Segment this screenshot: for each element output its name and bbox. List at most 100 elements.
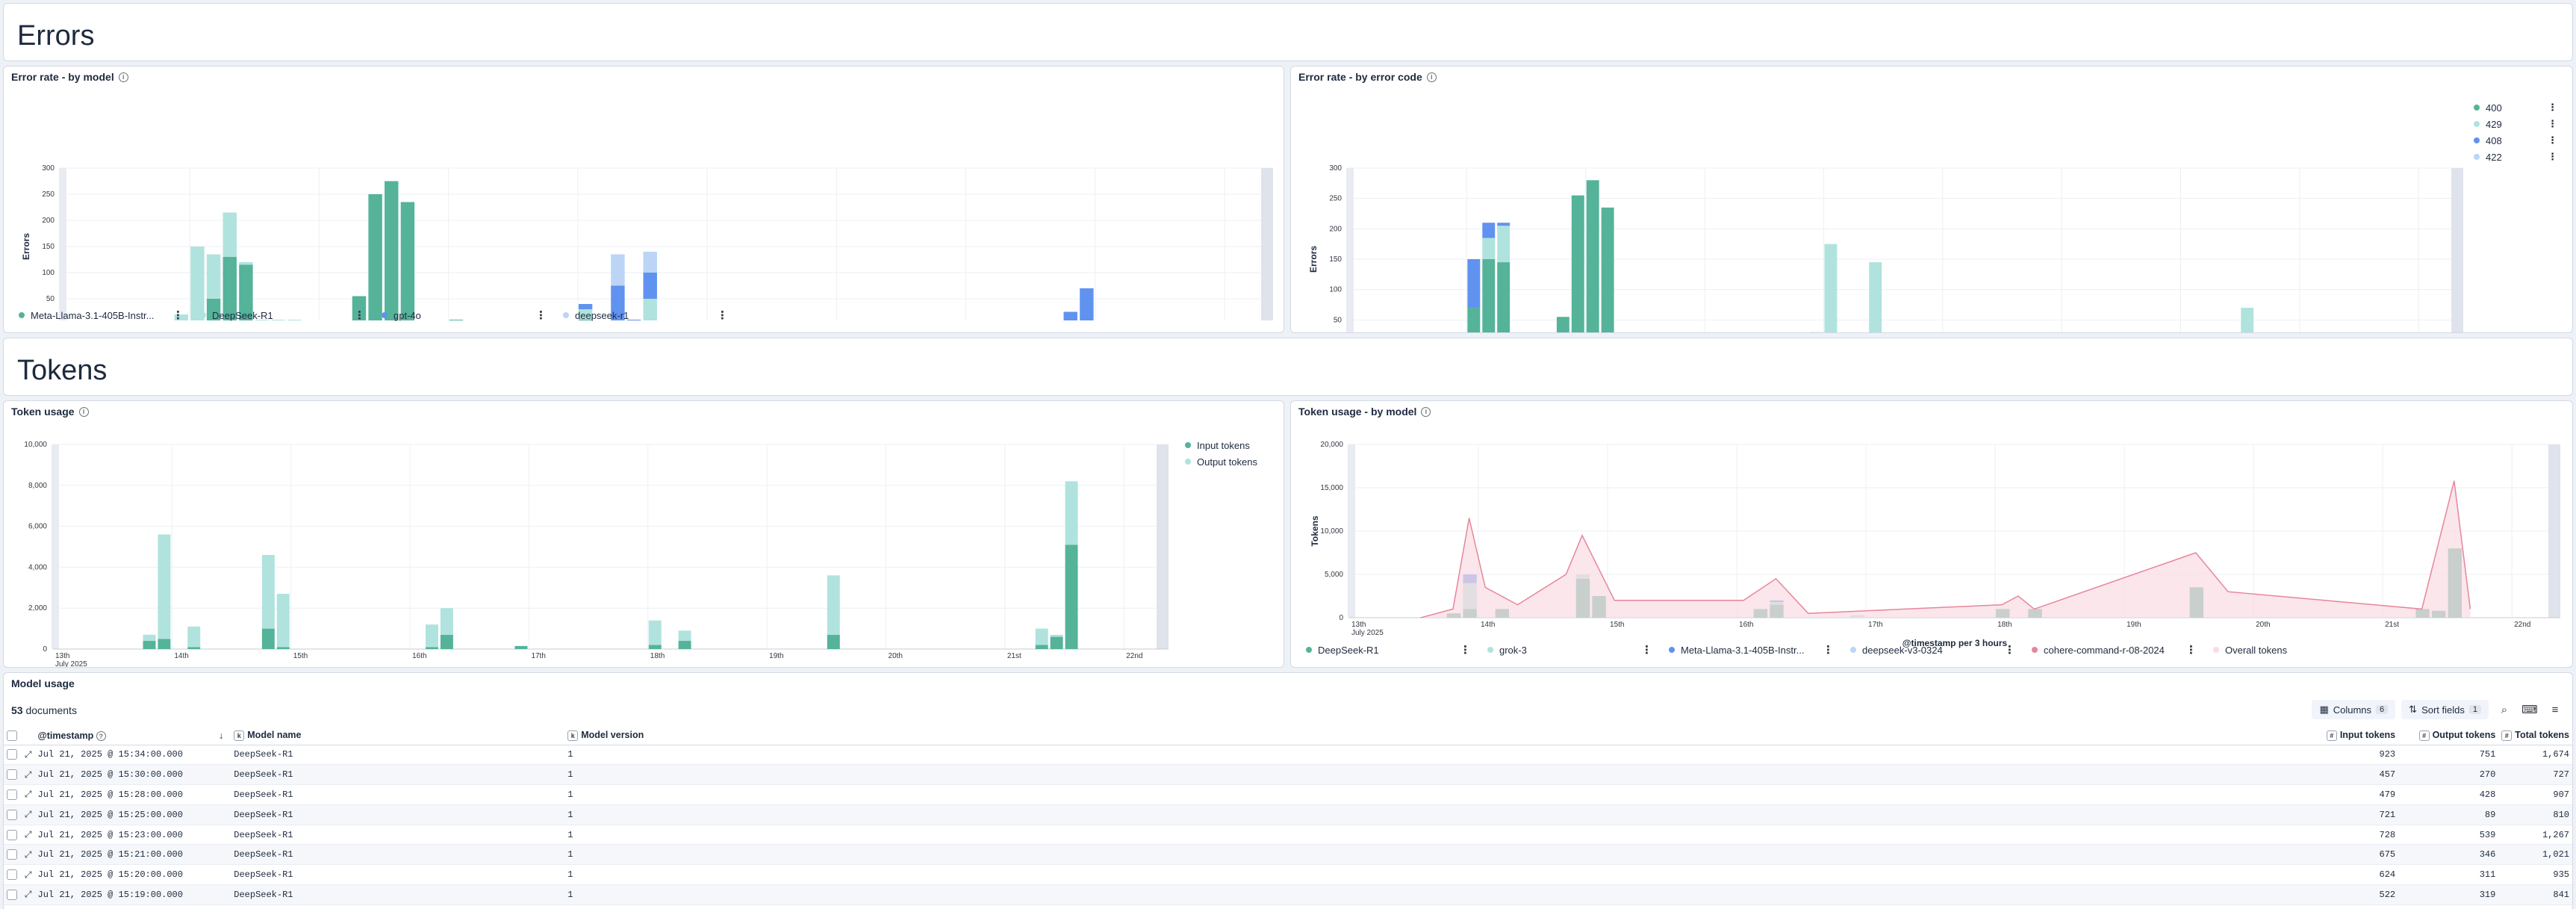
legend-item[interactable]: DeepSeek-R1 ⋮ <box>200 308 382 322</box>
sort-down-icon[interactable]: ↓ <box>219 730 224 741</box>
y-tick-label: 200 <box>1329 225 1342 233</box>
legend-item[interactable]: Input tokens <box>1185 437 1282 453</box>
model-name-cell: DeepSeek-R1 <box>231 864 565 886</box>
token-usage-chart[interactable]: 0 2,000 4,000 6,000 8,000 10,000 13th 14th 15th 1… <box>4 424 1284 668</box>
legend-item[interactable]: deepseek-r1 ⋮ <box>563 308 744 322</box>
expand-row-icon[interactable]: ⤢ <box>24 789 32 800</box>
keyboard-icon[interactable]: ⌨ <box>2521 704 2538 716</box>
kebab-menu-icon[interactable]: ⋮ <box>717 309 728 322</box>
display-settings-icon[interactable]: ≡ <box>2551 703 2559 716</box>
info-icon[interactable]: ? <box>96 731 106 741</box>
token-by-model-chart[interactable]: 0 5,000 10,000 15,000 20,000 13th 14th 15th 16th… <box>1291 424 2573 655</box>
bar-deepseek-r1 <box>190 246 205 320</box>
row-checkbox[interactable] <box>7 809 17 820</box>
info-icon[interactable]: i <box>1426 72 1437 82</box>
kebab-menu-icon[interactable]: ⋮ <box>2548 151 2557 162</box>
sort-fields-button[interactable]: ⇅ Sort fields 1 <box>2401 700 2489 719</box>
legend-item[interactable]: Meta-Llama-3.1-405B-Instr... ⋮ <box>1669 643 1850 657</box>
legend-item[interactable]: Overall tokens <box>2213 643 2395 657</box>
model-version-cell: 1 <box>564 844 1460 866</box>
expand-row-icon[interactable]: ⤢ <box>24 869 32 880</box>
header-model-name[interactable]: k Model name <box>231 727 565 745</box>
table-row[interactable]: ⤢ Jul 21, 2025 @ 15:28:00.000 DeepSeek-R1 1… <box>4 784 2572 805</box>
expand-row-icon[interactable]: ⤢ <box>24 829 32 840</box>
columns-button[interactable]: ▦ Columns 6 <box>2312 700 2396 719</box>
legend-item[interactable]: 429 ⋮ <box>2474 116 2557 132</box>
legend-item[interactable]: deepseek-v3-0324 ⋮ <box>1850 643 2032 657</box>
legend-item[interactable]: Output tokens <box>1185 453 1282 470</box>
table-row[interactable]: ⤢ Jul 21, 2025 @ 15:30:00.000 DeepSeek-R1 1… <box>4 764 2572 786</box>
timestamp-cell: Jul 21, 2025 @ 15:25:00.000 <box>34 804 231 825</box>
error-by-model-chart[interactable]: 05010015020025030013th14th15th16th17th18… <box>4 89 1284 320</box>
total-tokens-cell: 727 <box>2498 764 2572 786</box>
error-by-code-chart[interactable]: 05010015020025030013th14th15th16th17th18… <box>1291 89 2573 333</box>
table-row[interactable]: ⤢ Jul 21, 2025 @ 15:21:00.000 DeepSeek-R1 1… <box>4 844 2572 866</box>
legend-item[interactable]: cohere-command-r-08-2024 ⋮ <box>2032 643 2213 657</box>
header-model-version[interactable]: k Model version <box>564 727 1460 745</box>
row-checkbox[interactable] <box>7 749 17 760</box>
legend-item[interactable]: grok-3 ⋮ <box>1487 643 1669 657</box>
row-checkbox[interactable] <box>7 829 17 840</box>
bar-400 <box>1601 207 1614 332</box>
model-usage-panel: Model usage 53 documents ▦ Columns 6 ⇅ S… <box>3 672 2573 909</box>
kebab-menu-icon[interactable]: ⋮ <box>1460 644 1471 657</box>
expand-row-icon[interactable]: ⤢ <box>24 848 32 860</box>
kebab-menu-icon[interactable]: ⋮ <box>1823 644 1834 657</box>
expand-row-icon[interactable]: ⤢ <box>24 809 32 820</box>
kebab-menu-icon[interactable]: ⋮ <box>2548 118 2557 129</box>
row-checkbox[interactable] <box>7 869 17 881</box>
kebab-menu-icon[interactable]: ⋮ <box>2004 644 2015 657</box>
header-input-tokens[interactable]: # Input tokens <box>1460 727 2399 745</box>
legend-item[interactable]: Meta-Llama-3.1-405B-Instr... ⋮ <box>19 308 200 322</box>
x-tick-label: 15th <box>1610 621 1624 629</box>
header-total-tokens[interactable]: # Total tokens <box>2498 727 2572 745</box>
table-row[interactable]: ⤢ Jul 21, 2025 @ 15:25:00.000 DeepSeek-R1 1… <box>4 804 2572 825</box>
kebab-menu-icon[interactable]: ⋮ <box>354 309 365 322</box>
table-row[interactable]: ⤢ Jul 21, 2025 @ 15:34:00.000 DeepSeek-R1 1… <box>4 745 2572 766</box>
y-tick-label: 5,000 <box>1325 571 1343 579</box>
x-tick-label: 20th <box>2256 621 2270 629</box>
model-name-cell: DeepSeek-R1 <box>231 784 565 805</box>
legend-item[interactable]: DeepSeek-R1 ⋮ <box>1306 643 1487 657</box>
model-version-cell: 1 <box>564 745 1460 766</box>
expand-row-icon[interactable]: ⤢ <box>24 748 32 760</box>
bar-meta-llama-3-1-405b-instr--- <box>368 194 382 320</box>
kebab-menu-icon[interactable]: ⋮ <box>1641 644 1652 657</box>
expand-row-icon[interactable]: ⤢ <box>24 889 32 900</box>
info-icon[interactable]: i <box>118 72 128 82</box>
legend-item[interactable]: gpt-4o ⋮ <box>382 308 563 322</box>
expand-row-icon[interactable]: ⤢ <box>24 769 32 780</box>
row-checkbox[interactable] <box>7 849 17 860</box>
header-output-tokens[interactable]: # Output tokens <box>2398 727 2499 745</box>
info-icon[interactable]: i <box>78 406 89 417</box>
overall-tokens-line <box>1420 480 2471 618</box>
legend-item[interactable]: 422 ⋮ <box>2474 149 2557 165</box>
error-by-model-title: Error rate - by model <box>11 71 114 83</box>
total-tokens-cell: 1,021 <box>2498 844 2572 866</box>
row-checkbox[interactable] <box>7 889 17 900</box>
kebab-menu-icon[interactable]: ⋮ <box>2185 644 2197 657</box>
table-row[interactable]: ⤢ Jul 21, 2025 @ 15:23:00.000 DeepSeek-R1 1… <box>4 825 2572 846</box>
table-row[interactable]: ⤢ Jul 21, 2025 @ 15:19:00.000 DeepSeek-R1 1… <box>4 884 2572 905</box>
kebab-menu-icon[interactable]: ⋮ <box>535 309 547 322</box>
kebab-menu-icon[interactable]: ⋮ <box>2548 134 2557 146</box>
row-checkbox[interactable] <box>7 789 17 800</box>
search-icon[interactable]: ⌕ <box>2501 703 2508 716</box>
model-name-cell: DeepSeek-R1 <box>231 745 565 766</box>
panel-title: Token usage - by model i <box>1298 406 1431 418</box>
bar-input-tokens <box>678 641 691 649</box>
kebab-menu-icon[interactable]: ⋮ <box>172 309 184 322</box>
bar-meta-llama-3-1-405b-instr--- <box>223 257 237 320</box>
select-all-checkbox[interactable] <box>7 730 17 742</box>
panel-title: Error rate - by error code i <box>1298 71 1437 83</box>
legend-item[interactable]: 400 ⋮ <box>2474 99 2557 116</box>
kebab-menu-icon[interactable]: ⋮ <box>2548 102 2557 113</box>
bar-input-tokens <box>648 645 662 649</box>
y-tick-label: 10,000 <box>1320 527 1343 536</box>
table-row[interactable]: ⤢ Jul 21, 2025 @ 15:20:00.000 DeepSeek-R1 1… <box>4 864 2572 886</box>
legend-item[interactable]: 408 ⋮ <box>2474 132 2557 149</box>
row-checkbox[interactable] <box>7 769 17 781</box>
header-timestamp[interactable]: @timestamp ? ↓ <box>34 727 231 745</box>
legend-swatch <box>1669 647 1675 653</box>
info-icon[interactable]: i <box>1421 406 1431 417</box>
